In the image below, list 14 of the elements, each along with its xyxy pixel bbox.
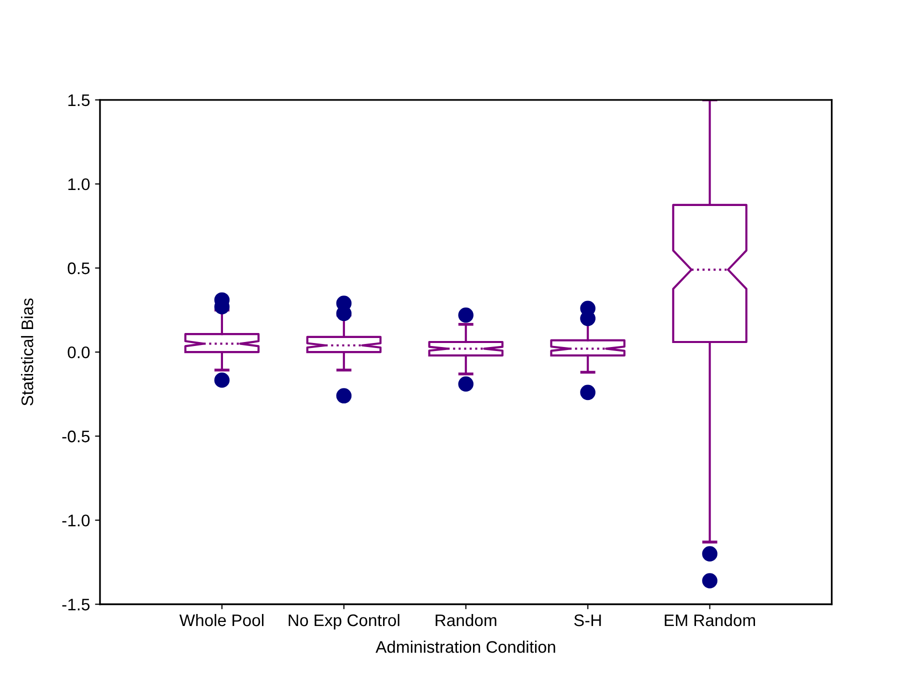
x-tick-label: Whole Pool	[179, 614, 264, 626]
y-tick-label: 0.5	[68, 262, 90, 274]
y-tick-label: -0.5	[62, 430, 90, 442]
y-axis-title: Statistical Bias	[21, 298, 34, 406]
x-axis-title: Administration Condition	[376, 640, 556, 653]
y-tick-label: -1.5	[62, 598, 90, 610]
x-tick-label: Random	[436, 614, 496, 626]
y-tick-label: 1.5	[68, 94, 90, 106]
y-tick-label: -1.0	[62, 514, 90, 526]
x-tick-label: No Exp Control	[288, 614, 400, 630]
x-tick-label: S-H	[574, 614, 601, 626]
y-tick-label: 0.0	[68, 346, 90, 358]
y-tick-label: 1.0	[68, 178, 90, 190]
x-tick-label: EM Random	[664, 614, 755, 626]
